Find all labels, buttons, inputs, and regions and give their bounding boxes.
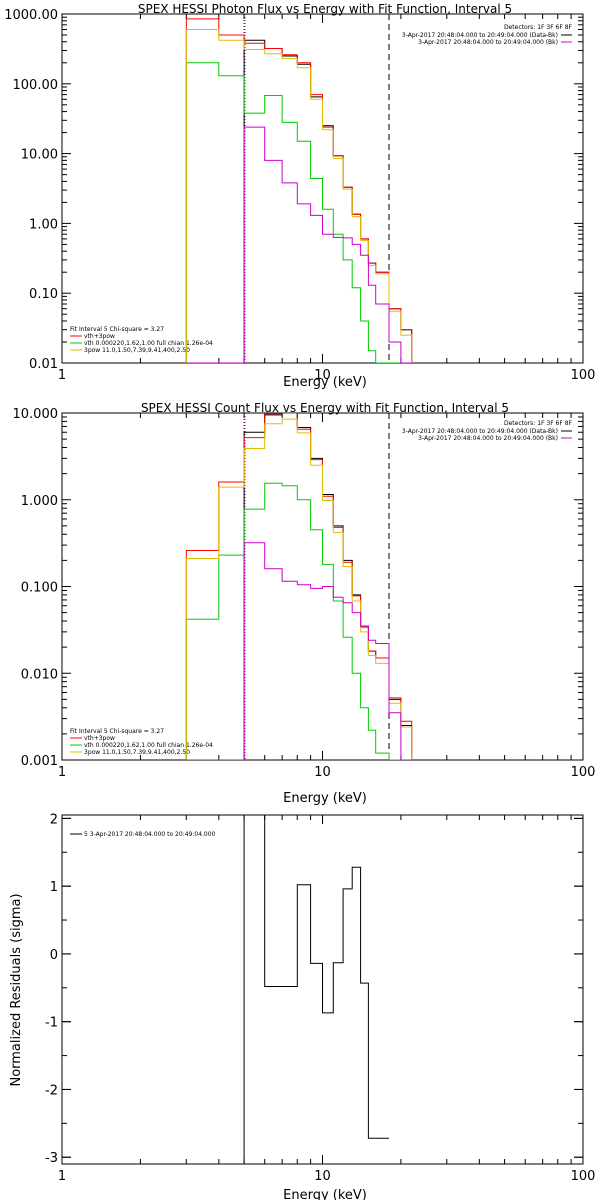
- photon-flux-detectors: Detectors: 1F 3F 6F 8F: [504, 24, 573, 31]
- photon-flux-time-legend-2: 3-Apr-2017 20:48:04.000 to 20:49:04.000 …: [418, 39, 558, 46]
- count-flux-series-1: [185, 413, 413, 760]
- photon-flux-xtick-label: 1: [58, 368, 66, 383]
- count-flux-series-2: [185, 482, 412, 760]
- count-flux-xtick-label: 100: [571, 765, 596, 780]
- count-flux-ytick-label: 0.100: [21, 581, 58, 596]
- photon-flux-fit-legend-3: 3pow 11.0,1.50,7.39,9.41,400,2.50: [84, 347, 190, 354]
- residuals-ylabel: Normalized Residuals (sigma): [9, 893, 24, 1086]
- photon-flux-series-3: [185, 29, 413, 363]
- residuals-ytick-label: 0: [50, 948, 58, 963]
- count-flux-fit-legend-2: vth 0.000220,1.62,1.00 full chian 1.26e-…: [84, 742, 213, 749]
- photon-flux-xlabel: Energy (keV): [283, 375, 367, 390]
- residuals-ytick-label: -3: [45, 1151, 58, 1166]
- count-flux-series-3: [185, 418, 413, 760]
- count-flux-fit-legend-3: 3pow 11.0,1.50,7.39,9.41,400,2.50: [84, 749, 190, 756]
- photon-flux-xtick-label: 100: [571, 368, 596, 383]
- count-flux-xtick-label: 10: [314, 765, 331, 780]
- count-flux-detectors: Detectors: 1F 3F 6F 8F: [504, 420, 573, 427]
- residuals-ytick-label: -1: [45, 1016, 58, 1031]
- residuals-panel: 5 3-Apr-2017 20:48:04.000 to 20:49:04.00…: [9, 812, 595, 1200]
- count-flux-xlabel: Energy (keV): [283, 791, 367, 806]
- residuals-series-0: [243, 815, 389, 1164]
- residuals-xtick-label: 100: [571, 1169, 596, 1184]
- count-flux-series-0: [186, 413, 413, 760]
- residuals-xtick-label: 10: [314, 1169, 331, 1184]
- count-flux-time-legend-2: 3-Apr-2017 20:48:04.000 to 20:49:04.000 …: [418, 435, 558, 442]
- count-flux-panel: SPEX HESSI Count Flux vs Energy with Fit…: [13, 401, 596, 806]
- count-flux-series-4: [186, 542, 412, 760]
- photon-flux-series-4: [186, 126, 412, 363]
- photon-flux-fit-legend-2: vth 0.000220,1.62,1.00 full chian 1.26e-…: [84, 340, 213, 347]
- photon-flux-ytick-label: 1000.00: [4, 8, 58, 23]
- photon-flux-panel: SPEX HESSI Photon Flux vs Energy with Fi…: [4, 2, 595, 390]
- photon-flux-title: SPEX HESSI Photon Flux vs Energy with Fi…: [138, 2, 512, 16]
- count-flux-ytick-label: 0.001: [21, 754, 58, 769]
- residuals-xlabel: Energy (keV): [283, 1188, 367, 1200]
- count-flux-fit-legend-1: vth+3pow: [84, 735, 115, 742]
- residuals-ytick-label: -2: [45, 1083, 58, 1098]
- count-flux-title: SPEX HESSI Count Flux vs Energy with Fit…: [141, 401, 509, 415]
- photon-flux-series-2: [185, 62, 412, 363]
- count-flux-ytick-label: 10.000: [13, 407, 59, 422]
- residuals-ytick-label: 1: [50, 880, 58, 895]
- photon-flux-ytick-label: 1.00: [29, 217, 58, 232]
- photon-flux-fit-header: Fit Interval 5 Chi-square = 3.27: [70, 326, 164, 333]
- photon-flux-series-0: [186, 39, 413, 363]
- count-flux-ytick-label: 0.010: [21, 667, 58, 682]
- photon-flux-xtick-label: 10: [314, 368, 331, 383]
- photon-flux-time-legend-1: 3-Apr-2017 20:48:04.000 to 20:49:04.000 …: [402, 32, 558, 39]
- count-flux-ytick-label: 1.000: [21, 494, 58, 509]
- count-flux-xtick-label: 1: [58, 765, 66, 780]
- photon-flux-ytick-label: 10.00: [21, 148, 58, 163]
- count-flux-fit-header: Fit Interval 5 Chi-square = 3.27: [70, 728, 164, 735]
- residuals-legend: 5 3-Apr-2017 20:48:04.000 to 20:49:04.00…: [84, 831, 216, 838]
- residuals-ytick-label: 2: [50, 812, 58, 827]
- residuals-xtick-label: 1: [58, 1169, 66, 1184]
- photon-flux-fit-legend-1: vth+3pow: [84, 333, 115, 340]
- photon-flux-ytick-label: 0.01: [29, 357, 58, 372]
- photon-flux-ytick-label: 0.10: [29, 287, 58, 302]
- photon-flux-series-1: [185, 18, 413, 363]
- count-flux-time-legend-1: 3-Apr-2017 20:48:04.000 to 20:49:04.000 …: [402, 428, 558, 435]
- photon-flux-ytick-label: 100.00: [13, 78, 59, 93]
